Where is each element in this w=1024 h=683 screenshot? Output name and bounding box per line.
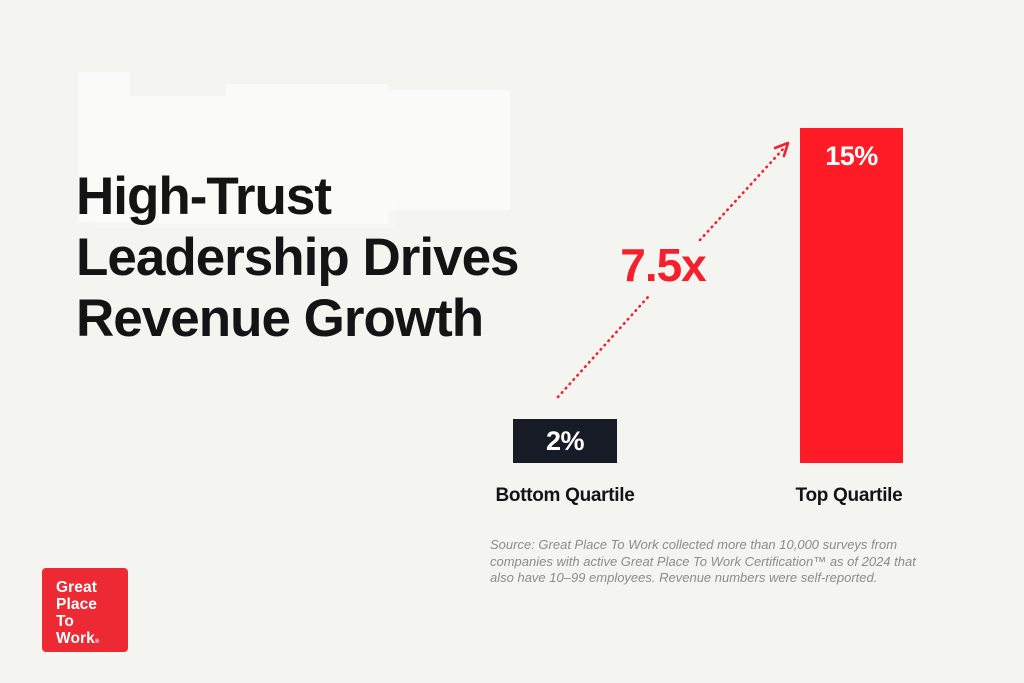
ghost-watermark-block — [95, 200, 395, 228]
page-title: High-Trust Leadership Drives Revenue Gro… — [76, 166, 520, 349]
bar-value-top: 15% — [825, 141, 878, 171]
title-line-3: Revenue Growth — [76, 289, 484, 348]
great-place-to-work-logo: Great Place To Work® — [42, 568, 128, 652]
ghost-watermark-block — [130, 96, 226, 224]
ghost-watermark-block — [78, 72, 130, 222]
bar-bottom-quartile: 2% — [513, 419, 617, 463]
ghost-watermark-block — [226, 84, 388, 224]
title-line-2: Leadership Drives — [76, 228, 520, 287]
arrowhead-icon — [773, 141, 790, 158]
logo-line-1: Great — [56, 579, 97, 596]
source-line-2: companies with active Great Place To Wor… — [490, 553, 916, 569]
registered-trademark-icon: ® — [94, 639, 100, 645]
multiplier-label: 7.5x — [620, 239, 707, 291]
bar-top-quartile: 15% — [800, 128, 903, 463]
ghost-watermark-block — [388, 90, 510, 210]
category-label-bottom-quartile: Bottom Quartile — [495, 485, 635, 506]
logo-line-4: Work® — [56, 630, 128, 651]
bar-value-bottom: 2% — [545, 425, 585, 456]
logo-word-work: Work — [56, 630, 95, 647]
source-line-1: Source: Great Place To Work collected mo… — [490, 537, 898, 552]
category-label-top-quartile: Top Quartile — [795, 485, 903, 506]
title-line-1: High-Trust — [76, 167, 332, 226]
logo-line-2: Place — [56, 596, 98, 613]
logo-line-3: To — [56, 613, 74, 630]
source-line-3: also have 10–99 employees. Revenue numbe… — [490, 570, 878, 585]
source-note: Source: Great Place To Work collected mo… — [490, 537, 950, 587]
